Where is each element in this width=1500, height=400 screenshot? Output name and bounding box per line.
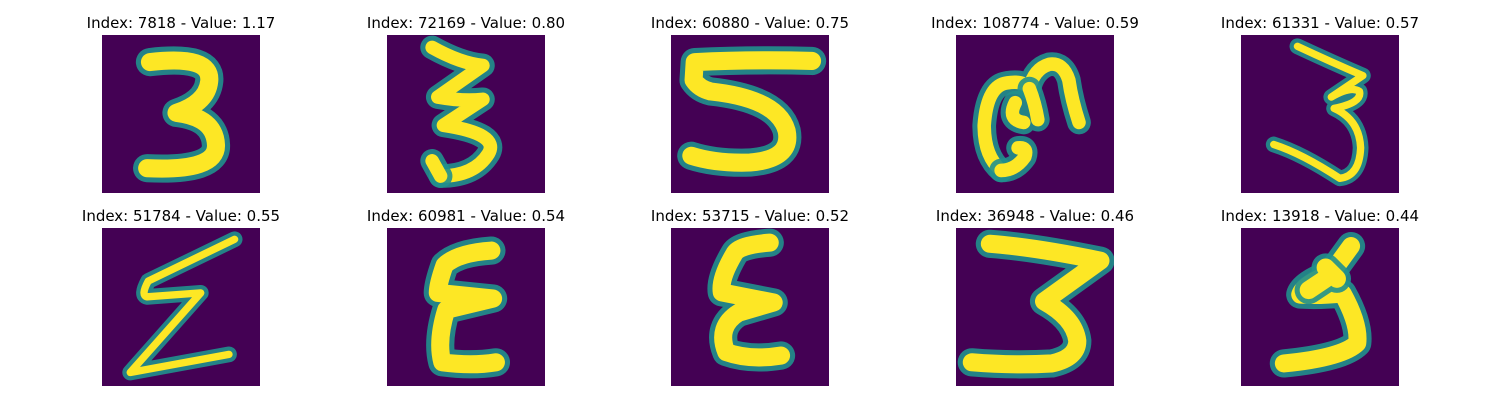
digit-z-icon bbox=[102, 228, 260, 386]
digit-3-rotated-icon bbox=[956, 35, 1114, 193]
panel-title: Index: 61331 - Value: 0.57 bbox=[1220, 14, 1420, 32]
panel-title: Index: 51784 - Value: 0.55 bbox=[81, 207, 281, 225]
panel-title: Index: 13918 - Value: 0.44 bbox=[1220, 207, 1420, 225]
panel-title: Index: 7818 - Value: 1.17 bbox=[86, 14, 276, 32]
panel-title: Index: 108774 - Value: 0.59 bbox=[931, 14, 1139, 32]
panel-title: Index: 53715 - Value: 0.52 bbox=[650, 207, 850, 225]
digit-e-icon bbox=[387, 228, 545, 386]
panel-title: Index: 60880 - Value: 0.75 bbox=[650, 14, 850, 32]
digit-e-icon bbox=[671, 228, 829, 386]
panel-title: Index: 72169 - Value: 0.80 bbox=[366, 14, 566, 32]
panel-title: Index: 36948 - Value: 0.46 bbox=[935, 207, 1135, 225]
digit-3-icon bbox=[102, 35, 260, 193]
digit-3-icon bbox=[956, 228, 1114, 386]
digit-5-icon bbox=[671, 35, 829, 193]
digit-3-icon bbox=[387, 35, 545, 193]
digit-3-icon bbox=[1241, 35, 1399, 193]
digit-3-icon bbox=[1241, 228, 1399, 386]
panel-title: Index: 60981 - Value: 0.54 bbox=[366, 207, 566, 225]
